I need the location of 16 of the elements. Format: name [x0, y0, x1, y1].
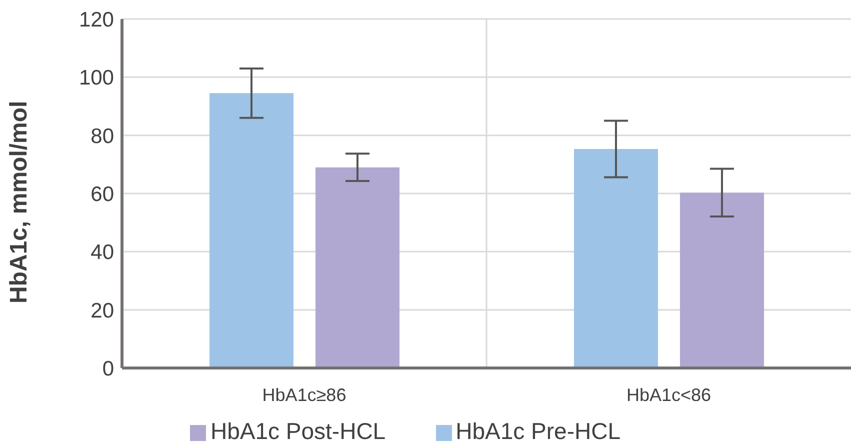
bar: [315, 167, 400, 368]
bar: [680, 192, 764, 368]
y-tick-label: 80: [90, 124, 114, 148]
legend-label: HbA1c Pre-HCL: [456, 418, 620, 444]
y-tick-label: 20: [90, 299, 114, 322]
x-tick-label: HbA1c<86: [626, 384, 712, 405]
bar: [574, 149, 658, 368]
y-tick-label: 0: [102, 357, 114, 380]
bar: [209, 93, 294, 368]
y-tick-label: 40: [90, 241, 114, 264]
x-tick-label: HbA1c≥86: [262, 384, 346, 405]
y-tick-label: 100: [78, 66, 114, 90]
legend-label: HbA1c Post-HCL: [210, 418, 386, 444]
y-tick-label: 120: [78, 8, 114, 32]
y-tick-label: 60: [90, 182, 114, 206]
y-axis-title: HbA1c, mmol/mol: [6, 100, 33, 304]
